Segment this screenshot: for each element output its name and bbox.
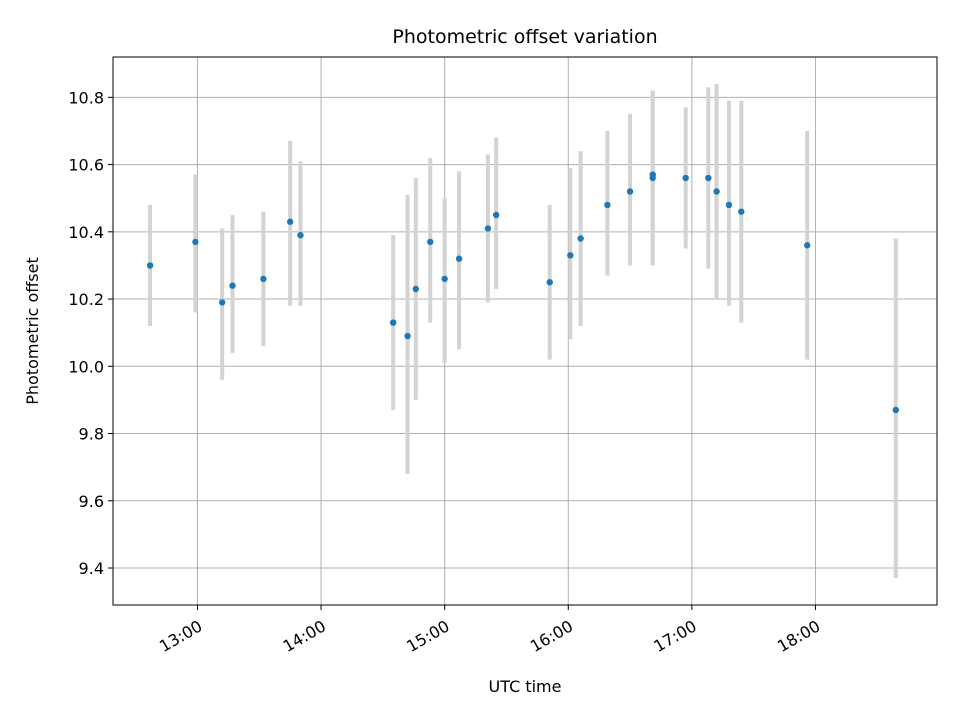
x-axis-label: UTC time [489, 677, 562, 696]
data-point [286, 218, 294, 225]
data-point [455, 255, 463, 262]
data-point [705, 174, 712, 182]
y-tick-label: 10.8 [68, 88, 104, 107]
y-tick-label: 9.8 [79, 425, 104, 444]
y-tick-label: 10.2 [68, 290, 104, 309]
data-points [146, 171, 899, 414]
data-point [441, 275, 448, 283]
data-point [427, 238, 434, 246]
y-tick-label: 9.4 [79, 559, 104, 578]
data-point [412, 285, 420, 293]
data-point [725, 201, 733, 209]
data-point [404, 332, 411, 340]
data-point [484, 225, 492, 232]
grid [113, 57, 937, 605]
chart-title: Photometric offset variation [392, 26, 657, 48]
data-point [892, 406, 899, 414]
data-point [192, 238, 199, 246]
data-point [146, 262, 154, 269]
data-point [577, 235, 584, 242]
y-tick-label: 10.4 [68, 223, 104, 242]
y-axis-label: Photometric offset [23, 257, 42, 405]
data-point [260, 275, 267, 283]
y-tick-label: 10.0 [68, 357, 104, 376]
y-tick-label: 10.6 [68, 156, 104, 175]
data-point [649, 171, 656, 178]
data-point [804, 242, 811, 249]
data-point [297, 231, 304, 239]
data-point [389, 319, 397, 326]
y-tick-label: 9.6 [79, 492, 104, 511]
y-axis-ticks: 9.4 9.6 9.8 10.0 10.2 10.4 10.6 10.8 [68, 88, 113, 578]
plot-frame [112, 56, 938, 606]
data-point [546, 279, 553, 286]
data-point [682, 174, 689, 182]
data-point [567, 252, 574, 259]
data-point [713, 188, 720, 195]
data-point [738, 208, 745, 215]
data-point [492, 211, 500, 219]
data-point [229, 282, 236, 289]
data-point [626, 188, 634, 195]
data-point [218, 299, 226, 306]
data-point [604, 201, 611, 209]
